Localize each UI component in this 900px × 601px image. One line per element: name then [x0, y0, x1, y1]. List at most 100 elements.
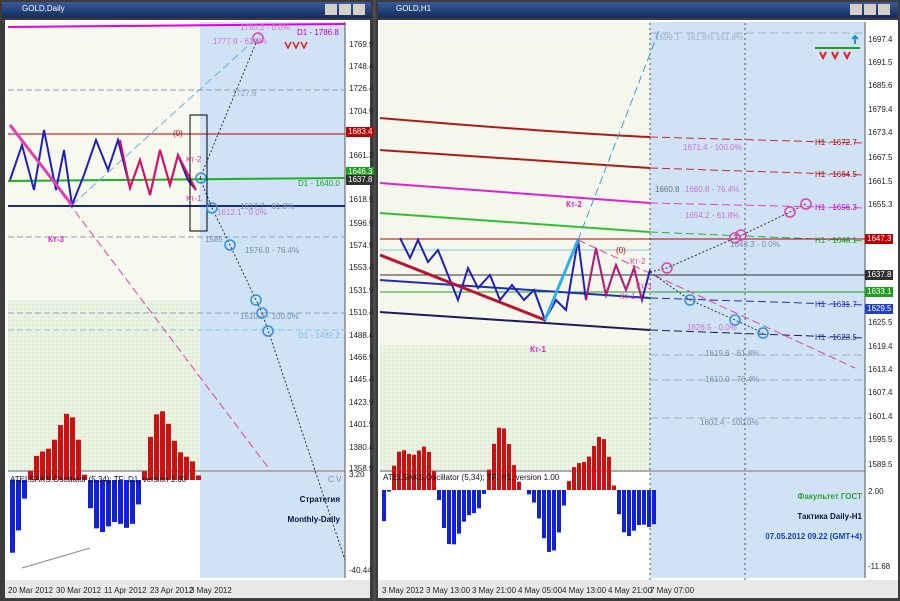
- osc-title: ATEI.SAKS.Oscillator (5,34); TF: D1, ver…: [10, 475, 187, 484]
- osc-bar: [124, 480, 129, 528]
- osc-bar: [70, 417, 75, 480]
- price-box-label: 1683.4: [348, 127, 373, 136]
- time-label: 11 Apr 2012: [104, 586, 147, 595]
- annotation: 1599.1 - 161.8% 161.8%: [655, 33, 743, 42]
- marker: [757, 327, 769, 339]
- osc-bar: [52, 439, 57, 480]
- minimize[interactable]: [325, 4, 337, 15]
- time-label: 4 May 21:00: [608, 586, 653, 595]
- annotation: H1 - 1631.7: [815, 300, 857, 309]
- osc-bar: [387, 490, 391, 492]
- osc-bar: [577, 463, 581, 490]
- marker: [684, 294, 696, 306]
- maximize[interactable]: [339, 4, 351, 15]
- caption: Тактика Daily-H1: [797, 512, 862, 521]
- osc-title: ATEI.SAKS.Oscillator (5,34); TF: H1, ver…: [383, 473, 560, 482]
- projection: [649, 271, 764, 334]
- annotation: Кт-2: [566, 200, 582, 209]
- marker: [784, 206, 796, 218]
- time-label: 4 May 13:00: [562, 586, 607, 595]
- marker: [206, 202, 218, 214]
- time-label: 4 May 05:00: [518, 586, 563, 595]
- osc-bar: [557, 490, 561, 533]
- price-label: 1655.3: [868, 200, 893, 209]
- price-label: 1613.4: [868, 365, 893, 374]
- osc-bar: [462, 490, 466, 522]
- osc-bar: [632, 490, 636, 531]
- osc-bar: [642, 490, 646, 525]
- price-label: 1423.9: [349, 398, 374, 407]
- annotation: D1 - 1489.2: [298, 331, 340, 340]
- zone: [200, 472, 345, 578]
- price-label: 1553.4: [349, 263, 374, 272]
- arrows: [284, 41, 308, 50]
- marker: [800, 198, 812, 210]
- title-bar[interactable]: [2, 2, 371, 18]
- price-label: 1704.9: [349, 107, 374, 116]
- price-box-label: 1633.1: [867, 287, 892, 296]
- zone: [8, 300, 200, 470]
- close[interactable]: [878, 4, 890, 15]
- price-label: 1697.4: [868, 35, 893, 44]
- osc-bar: [472, 490, 476, 514]
- osc-bar: [94, 480, 99, 529]
- time-axis: [5, 580, 370, 598]
- time-label: 3 May 2012: [190, 586, 232, 595]
- osc-bar: [542, 490, 546, 539]
- annotation: 1660.8: [655, 185, 680, 194]
- osc-bar: [82, 474, 87, 480]
- close[interactable]: [353, 4, 365, 15]
- annotation: D1 - 1786.8: [297, 28, 339, 37]
- osc-bar: [184, 456, 189, 480]
- price-label: 1661.3: [349, 151, 374, 160]
- price-label: 1595.5: [868, 435, 893, 444]
- osc-bar: [627, 490, 631, 537]
- osc-bar: [547, 490, 551, 552]
- price-label: 1607.4: [868, 388, 893, 397]
- osc-bar: [22, 480, 27, 499]
- osc-bar: [452, 490, 456, 545]
- osc-bar: [130, 480, 135, 524]
- price-box-label: 1646.3: [348, 167, 373, 176]
- title-bar[interactable]: [378, 2, 898, 18]
- osc-bar: [178, 452, 183, 480]
- projection: [199, 37, 259, 179]
- time-label: 23 Apr 2012: [150, 586, 194, 595]
- osc-bar: [106, 480, 111, 527]
- time-axis: [378, 580, 898, 598]
- maximize[interactable]: [864, 4, 876, 15]
- caption: Факультет ГОСТ: [798, 492, 863, 501]
- osc-bar: [497, 427, 501, 490]
- annotation: Кт-3: [48, 235, 64, 244]
- price-label: 1445.4: [349, 375, 374, 384]
- price-box: [346, 127, 374, 137]
- osc-bar: [58, 425, 63, 480]
- annotation: H1 - 1672.7: [815, 138, 857, 147]
- osc-bar: [612, 485, 616, 490]
- annotation: Кт-3: [636, 282, 652, 291]
- osc-bar: [397, 451, 401, 490]
- osc-bar: [100, 480, 105, 533]
- osc-bar: [172, 440, 177, 480]
- annotation: H1 - 1623.5: [815, 333, 857, 342]
- price-box: [865, 234, 893, 244]
- osc-bar: [382, 490, 386, 522]
- osc-bar: [447, 490, 451, 545]
- osc-bar: [76, 439, 81, 480]
- minimize[interactable]: [850, 4, 862, 15]
- annotation: 1790.2 - 0.0%: [240, 23, 290, 32]
- osc-bar: [622, 490, 626, 533]
- price: [585, 247, 643, 301]
- price: [119, 139, 197, 196]
- price-label: 1619.4: [868, 342, 893, 351]
- osc-bar: [457, 490, 461, 534]
- osc-bar: [647, 490, 651, 527]
- projection: [199, 177, 346, 561]
- osc-bar: [652, 490, 656, 525]
- osc-label: 3.20: [349, 470, 365, 479]
- price-label: 1596.9: [349, 219, 374, 228]
- line: [379, 279, 651, 299]
- arrows: [819, 51, 851, 61]
- osc-line: [21, 547, 91, 569]
